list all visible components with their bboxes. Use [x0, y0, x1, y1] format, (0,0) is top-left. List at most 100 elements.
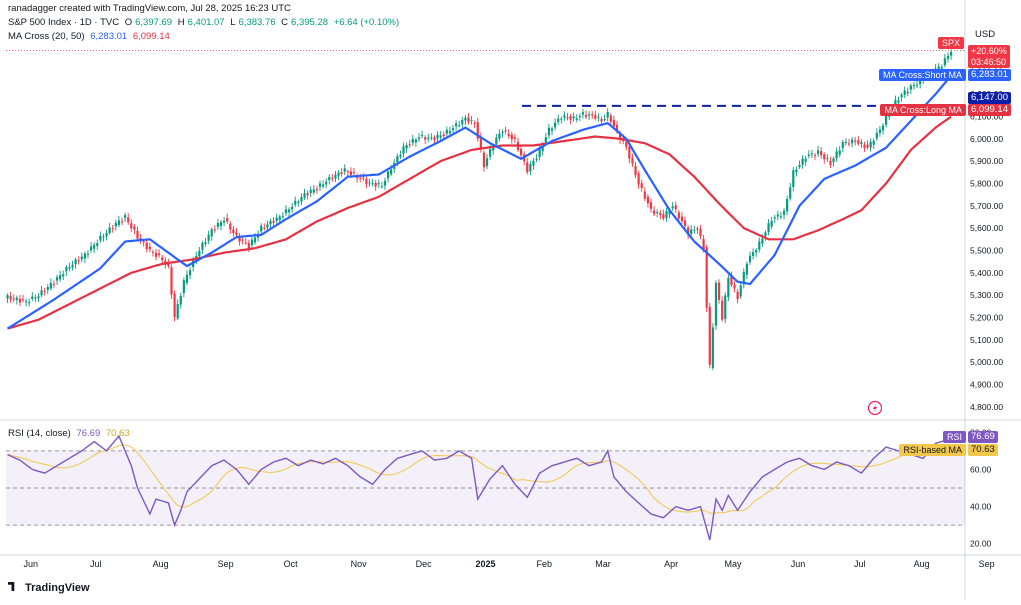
candle-body [9, 296, 12, 300]
candle-body [343, 168, 346, 172]
candle-body [764, 232, 767, 237]
candle-body [31, 296, 34, 300]
candle-body [949, 51, 953, 56]
candle-body [903, 90, 906, 95]
candle-body [566, 117, 569, 119]
rsi-legend-value: 76.69 [76, 428, 101, 439]
ma-legend-title[interactable]: MA Cross (20, 50) [8, 31, 85, 42]
candle-body [526, 162, 529, 173]
candle-body [127, 217, 130, 223]
symbol-legend: S&P 500 Index · 1D · TVC O 6,397.69 H 6,40… [8, 17, 402, 28]
candle-body [767, 223, 770, 232]
candle-body [390, 169, 393, 175]
candle-body [857, 140, 860, 144]
lightning-icon [873, 404, 877, 412]
candle-body [946, 55, 950, 59]
candle-body [232, 229, 235, 233]
tradingview-logo[interactable]: TradingView [8, 582, 90, 594]
candle-body [430, 137, 433, 139]
candle-body [625, 141, 628, 148]
candle-body [260, 225, 263, 232]
time-tick-label: Jun [23, 559, 38, 569]
candle-body [730, 276, 733, 286]
alert-icon [867, 400, 883, 416]
countdown: 03:46:50 [971, 57, 1007, 67]
candle-body [207, 234, 210, 241]
candle-body [362, 177, 365, 179]
symbol-title[interactable]: S&P 500 Index · 1D · TVC [8, 17, 120, 28]
rsi-legend-title[interactable]: RSI (14, close) [8, 428, 71, 439]
candle-body [668, 210, 671, 215]
candle-body [77, 260, 80, 262]
candle-body [312, 189, 315, 193]
candle-body [878, 129, 882, 134]
candle-body [161, 257, 164, 261]
ma-legend: MA Cross (20, 50) 6,283.01 6,099.14 [8, 31, 173, 42]
long-ma-value: 6,099.14 [968, 104, 1011, 116]
price-tick-label: 5,600.00 [970, 223, 1003, 233]
candle-body [513, 137, 516, 139]
candle-body [414, 139, 417, 143]
candle-body [634, 166, 637, 176]
candle-body [117, 220, 121, 225]
candle-body [557, 118, 560, 122]
candle-body [717, 282, 721, 300]
candle-body [216, 223, 220, 227]
candle-body [281, 216, 284, 218]
candle-body [798, 164, 801, 168]
candle-body [755, 250, 758, 253]
price-tick-label: 4,900.00 [970, 379, 1003, 389]
candle-body [683, 220, 687, 227]
candle-body [201, 243, 204, 250]
time-tick-label: May [724, 559, 742, 569]
candle-body [677, 212, 680, 219]
candle-body [49, 282, 52, 289]
candle-body [615, 124, 619, 131]
candle-body [850, 139, 854, 144]
candle-body [584, 114, 588, 117]
candle-body [71, 264, 74, 268]
time-tick-label: Sep [979, 559, 995, 569]
ohlc-change: +6.64 (+0.10%) [333, 17, 400, 28]
candle-body [235, 232, 238, 236]
candle-body [275, 217, 278, 221]
candle-body [133, 226, 136, 230]
candle-body [826, 158, 829, 160]
candle-body [204, 242, 207, 244]
rsi-ma-line [7, 444, 952, 515]
candle-body [745, 263, 749, 275]
candle-body [482, 152, 486, 168]
candle-body [405, 145, 408, 149]
candle-body [739, 285, 742, 297]
candle-body [640, 183, 643, 188]
candle-body [900, 94, 903, 98]
candle-body [124, 215, 127, 218]
candle-body [535, 158, 538, 160]
candle-body [266, 224, 269, 228]
candle-body [702, 239, 705, 250]
candle-body [705, 247, 708, 308]
candle-body [782, 210, 786, 215]
candle-body [359, 177, 362, 179]
candle-body [176, 304, 179, 319]
candle-body [89, 246, 93, 251]
candle-body [628, 146, 631, 159]
candle-body [105, 232, 108, 237]
candle-body [594, 115, 597, 119]
candle-body [758, 241, 761, 250]
candle-body [65, 267, 68, 272]
currency-label[interactable]: USD [975, 29, 996, 40]
candle-body [804, 158, 807, 162]
candle-body [371, 183, 374, 185]
candle-body [885, 115, 888, 125]
candle-body [860, 142, 863, 144]
candle-body [198, 250, 201, 257]
candle-body [687, 227, 690, 235]
price-tick-label: 6,000.00 [970, 134, 1003, 144]
candle-body [102, 236, 105, 238]
candle-body [507, 133, 510, 137]
candle-body [321, 184, 325, 187]
candle-body [145, 242, 148, 250]
time-tick-label: Aug [153, 559, 169, 569]
